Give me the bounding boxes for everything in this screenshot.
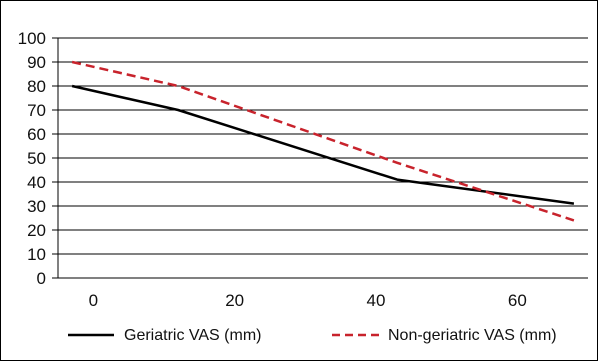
y-tick-label-80: 80 [27,77,46,96]
x-tick-label-0: 0 [89,291,98,310]
x-tick-label-60: 60 [508,291,527,310]
series-line-1 [71,60,575,222]
x-tick-label-40: 40 [367,291,386,310]
y-tick-label-30: 30 [27,197,46,216]
y-tick-label-90: 90 [27,53,46,72]
y-tick-label-40: 40 [27,173,46,192]
y-tick-label-50: 50 [27,149,46,168]
y-tick-label-100: 100 [18,29,46,48]
y-tick-label-20: 20 [27,221,46,240]
tick-labels: 0 10 20 30 40 50 60 70 80 90 100 0 20 40 60 [18,29,527,310]
grid [58,37,588,279]
series-lines [71,60,575,222]
legend-label-0: Geriatric VAS (mm) [124,327,261,344]
legend: Geriatric VAS (mm) Non-geriatric VAS (mm) [68,327,557,344]
x-tick-label-20: 20 [225,291,244,310]
y-tick-label-60: 60 [27,125,46,144]
y-tick-label-10: 10 [27,245,46,264]
series-line-0 [71,84,575,205]
y-tick-label-0: 0 [37,269,46,288]
legend-item-0: Geriatric VAS (mm) [68,327,261,344]
axes [52,37,59,279]
y-tick-label-70: 70 [27,101,46,120]
legend-item-1: Non-geriatric VAS (mm) [332,327,557,344]
legend-label-1: Non-geriatric VAS (mm) [388,327,557,344]
